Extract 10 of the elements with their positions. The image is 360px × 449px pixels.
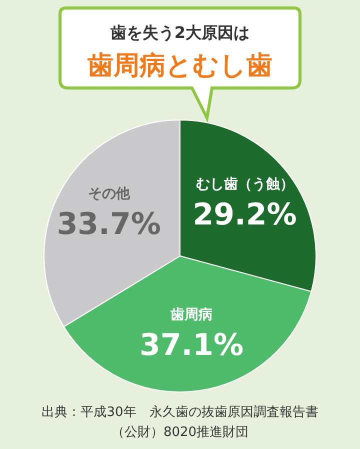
source-note: 出典：平成30年 永久歯の抜歯原因調査報告書 [42,404,318,420]
data-label: 29.2% [192,197,297,232]
chart-title: 歯を失う2大原因は [109,23,250,42]
slice-label: むし歯（う蝕） [196,176,294,192]
text: （公財）8020推進財団 [111,425,249,440]
data-label: 37.1% [139,328,244,363]
slice-label: その他 [88,186,131,202]
slice-label: 歯周病 [170,306,212,323]
data-label: 33.7% [56,207,161,242]
chart-subtitle: 歯周病とむし歯 [86,51,272,81]
